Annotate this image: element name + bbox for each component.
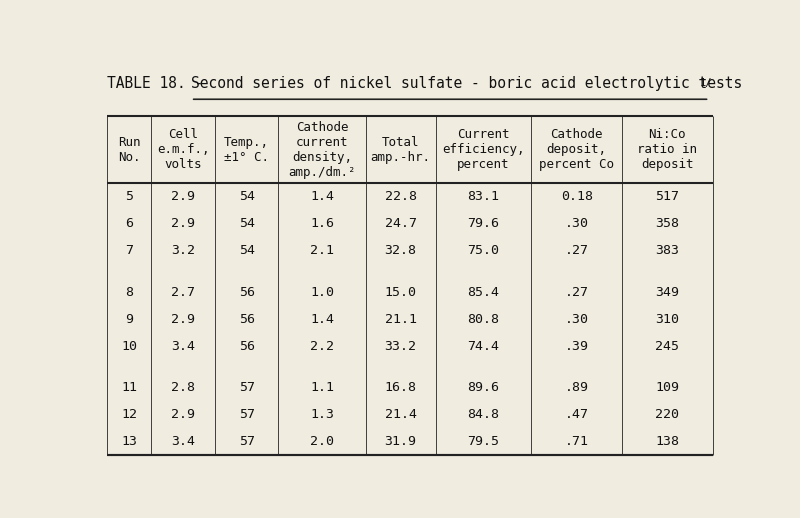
Text: 3.4: 3.4 — [171, 435, 195, 448]
Text: 54: 54 — [238, 244, 254, 257]
Text: 2.9: 2.9 — [171, 408, 195, 421]
Text: 2.8: 2.8 — [171, 381, 195, 394]
Text: 310: 310 — [655, 313, 679, 326]
Text: 1.0: 1.0 — [310, 286, 334, 299]
Text: 2.9: 2.9 — [171, 190, 195, 203]
Text: 109: 109 — [655, 381, 679, 394]
Text: 79.5: 79.5 — [467, 435, 499, 448]
Text: 11: 11 — [122, 381, 138, 394]
Text: 57: 57 — [238, 381, 254, 394]
Text: 31.9: 31.9 — [385, 435, 417, 448]
Text: 1.3: 1.3 — [310, 408, 334, 421]
Text: 57: 57 — [238, 408, 254, 421]
Text: 2.1: 2.1 — [310, 244, 334, 257]
Text: Ni:Co
ratio in
deposit: Ni:Co ratio in deposit — [638, 128, 698, 171]
Text: 2.9: 2.9 — [171, 313, 195, 326]
Text: Temp.,
±1° C.: Temp., ±1° C. — [224, 136, 269, 164]
Text: 9: 9 — [126, 313, 134, 326]
Text: 10: 10 — [122, 340, 138, 353]
Text: 2.0: 2.0 — [310, 435, 334, 448]
Text: 21.1: 21.1 — [385, 313, 417, 326]
Text: 8: 8 — [126, 286, 134, 299]
Text: 220: 220 — [655, 408, 679, 421]
Text: Cell
e.m.f.,
volts: Cell e.m.f., volts — [157, 128, 210, 171]
Text: .89: .89 — [565, 381, 589, 394]
Text: 54: 54 — [238, 190, 254, 203]
Text: 1.1: 1.1 — [310, 381, 334, 394]
Text: 24.7: 24.7 — [385, 217, 417, 230]
Text: 74.4: 74.4 — [467, 340, 499, 353]
Text: 1/: 1/ — [700, 78, 713, 88]
Text: .39: .39 — [565, 340, 589, 353]
Text: 6: 6 — [126, 217, 134, 230]
Text: 79.6: 79.6 — [467, 217, 499, 230]
Text: 1.4: 1.4 — [310, 313, 334, 326]
Text: Total
amp.-hr.: Total amp.-hr. — [370, 136, 430, 164]
Text: 84.8: 84.8 — [467, 408, 499, 421]
Text: 245: 245 — [655, 340, 679, 353]
Text: .27: .27 — [565, 286, 589, 299]
Text: 80.8: 80.8 — [467, 313, 499, 326]
Text: 1.6: 1.6 — [310, 217, 334, 230]
Text: Cathode
current
density,
amp./dm.²: Cathode current density, amp./dm.² — [288, 121, 356, 179]
Text: Second series of nickel sulfate - boric acid electrolytic tests: Second series of nickel sulfate - boric … — [190, 76, 742, 91]
Text: 21.4: 21.4 — [385, 408, 417, 421]
Text: 56: 56 — [238, 286, 254, 299]
Text: 32.8: 32.8 — [385, 244, 417, 257]
Text: 2.2: 2.2 — [310, 340, 334, 353]
Text: 5: 5 — [126, 190, 134, 203]
Text: 85.4: 85.4 — [467, 286, 499, 299]
Text: 15.0: 15.0 — [385, 286, 417, 299]
Text: 1.4: 1.4 — [310, 190, 334, 203]
Text: 517: 517 — [655, 190, 679, 203]
Text: 54: 54 — [238, 217, 254, 230]
Text: 22.8: 22.8 — [385, 190, 417, 203]
Text: 57: 57 — [238, 435, 254, 448]
Text: 349: 349 — [655, 286, 679, 299]
Text: 33.2: 33.2 — [385, 340, 417, 353]
Text: 3.4: 3.4 — [171, 340, 195, 353]
Text: 0.18: 0.18 — [561, 190, 593, 203]
Text: .71: .71 — [565, 435, 589, 448]
Text: .27: .27 — [565, 244, 589, 257]
Text: 358: 358 — [655, 217, 679, 230]
Text: .47: .47 — [565, 408, 589, 421]
Text: 56: 56 — [238, 313, 254, 326]
Text: Cathode
deposit,
percent Co: Cathode deposit, percent Co — [539, 128, 614, 171]
Text: .30: .30 — [565, 313, 589, 326]
Text: 3.2: 3.2 — [171, 244, 195, 257]
Text: 138: 138 — [655, 435, 679, 448]
Text: Current
efficiency,
percent: Current efficiency, percent — [442, 128, 525, 171]
Text: Run
No.: Run No. — [118, 136, 141, 164]
Text: 383: 383 — [655, 244, 679, 257]
Text: TABLE 18. -: TABLE 18. - — [107, 76, 213, 91]
Text: 2.7: 2.7 — [171, 286, 195, 299]
Text: 56: 56 — [238, 340, 254, 353]
Text: 7: 7 — [126, 244, 134, 257]
Text: 83.1: 83.1 — [467, 190, 499, 203]
Text: 13: 13 — [122, 435, 138, 448]
Text: 16.8: 16.8 — [385, 381, 417, 394]
Text: 2.9: 2.9 — [171, 217, 195, 230]
Text: 75.0: 75.0 — [467, 244, 499, 257]
Text: 89.6: 89.6 — [467, 381, 499, 394]
Text: .30: .30 — [565, 217, 589, 230]
Text: 12: 12 — [122, 408, 138, 421]
